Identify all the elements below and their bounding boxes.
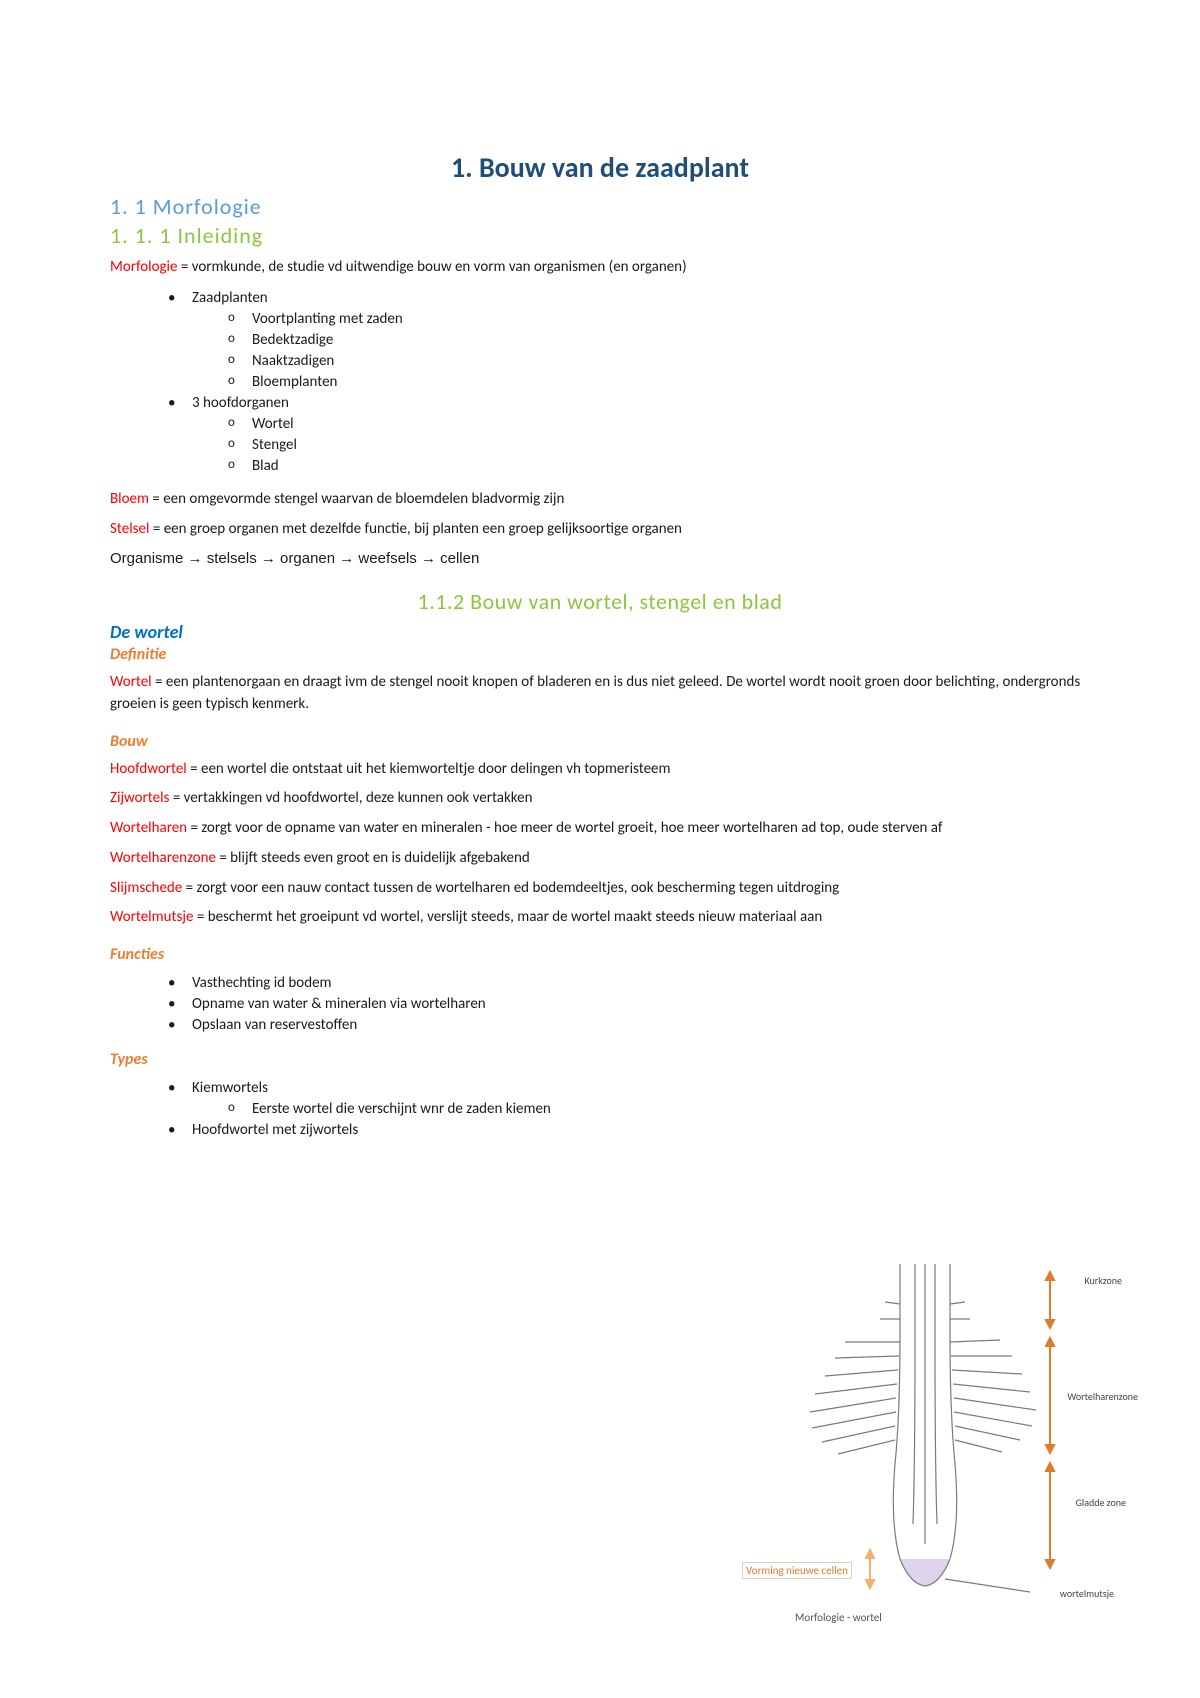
diagram-caption: Morfologie - wortel bbox=[795, 1611, 882, 1624]
label-wortelmutsje: wortelmutsje bbox=[1060, 1587, 1114, 1600]
heading-1-1-1: 1. 1. 1 Inleiding bbox=[110, 222, 1090, 249]
definition-text: = beschermt het groeipunt vd wortel, ver… bbox=[193, 908, 822, 926]
list-item-label: Kiemwortels bbox=[192, 1079, 268, 1097]
heading-1-1-2: 1.1.2 Bouw van wortel, stengel en blad bbox=[110, 588, 1090, 615]
label-gladdezone: Gladde zone bbox=[1076, 1496, 1126, 1509]
definition-text: = blijft steeds even groot en is duideli… bbox=[216, 849, 530, 867]
list-item: Naaktzadigen bbox=[226, 352, 1090, 370]
list-item: Wortel bbox=[226, 415, 1090, 433]
term: Zijwortels bbox=[110, 789, 169, 807]
definition-zijwortels: Zijwortels = vertakkingen vd hoofdwortel… bbox=[110, 788, 1090, 810]
label-vorming: Vorming nieuwe cellen bbox=[742, 1562, 852, 1579]
definition-text: = vormkunde, de studie vd uitwendige bou… bbox=[177, 258, 686, 276]
list-types: Kiemwortels Eerste wortel die verschijnt… bbox=[164, 1079, 1090, 1139]
definition-text: = een groep organen met dezelfde functie… bbox=[149, 520, 682, 538]
list-item: 3 hoofdorganen Wortel Stengel Blad bbox=[164, 394, 1090, 475]
term: Wortelharen bbox=[110, 819, 187, 837]
definition-text: = vertakkingen vd hoofdwortel, deze kunn… bbox=[169, 789, 532, 807]
list-item: Opname van water & mineralen via wortelh… bbox=[164, 995, 1090, 1013]
page-title: 1. Bouw van de zaadplant bbox=[110, 150, 1090, 185]
term-morfologie: Morfologie bbox=[110, 258, 177, 276]
list-item: Kiemwortels Eerste wortel die verschijnt… bbox=[164, 1079, 1090, 1118]
list-item: Bedektzadige bbox=[226, 331, 1090, 349]
list-functies: Vasthechting id bodem Opname van water &… bbox=[164, 974, 1090, 1034]
definition-morfologie: Morfologie = vormkunde, de studie vd uit… bbox=[110, 257, 1090, 279]
hierarchy-line: Organisme → stelsels → organen → weefsel… bbox=[110, 548, 1090, 570]
list-item: Eerste wortel die verschijnt wnr de zade… bbox=[226, 1100, 1090, 1118]
term: Wortelharenzone bbox=[110, 849, 216, 867]
list-item-label: Zaadplanten bbox=[192, 289, 268, 307]
definition-text: = een omgevormde stengel waarvan de bloe… bbox=[149, 490, 564, 508]
list-item: Vasthechting id bodem bbox=[164, 974, 1090, 992]
heading-de-wortel: De wortel bbox=[110, 621, 1090, 643]
heading-1-1: 1. 1 Morfologie bbox=[110, 193, 1090, 220]
term: Slijmschede bbox=[110, 879, 182, 897]
term: Wortelmutsje bbox=[110, 908, 193, 926]
definition-bloem: Bloem = een omgevormde stengel waarvan d… bbox=[110, 489, 1090, 511]
list-intro: Zaadplanten Voortplanting met zaden Bede… bbox=[164, 289, 1090, 475]
definition-text: = zorgt voor een nauw contact tussen de … bbox=[182, 879, 839, 897]
definition-text: = zorgt voor de opname van water en mine… bbox=[187, 819, 942, 837]
heading-functies: Functies bbox=[110, 945, 1090, 964]
root-diagram: Kurkzone Wortelharenzone Gladde zone wor… bbox=[750, 1264, 1120, 1624]
definition-text: = een plantenorgaan en draagt ivm de ste… bbox=[110, 673, 1080, 713]
definition-wortelharenzone: Wortelharenzone = blijft steeds even gro… bbox=[110, 848, 1090, 870]
list-item: Stengel bbox=[226, 436, 1090, 454]
list-item: Zaadplanten Voortplanting met zaden Bede… bbox=[164, 289, 1090, 391]
term-wortel: Wortel bbox=[110, 673, 152, 691]
heading-bouw: Bouw bbox=[110, 732, 1090, 751]
heading-definitie: Definitie bbox=[110, 645, 1090, 664]
heading-types: Types bbox=[110, 1050, 1090, 1069]
list-item: Blad bbox=[226, 457, 1090, 475]
list-item: Opslaan van reservestoffen bbox=[164, 1016, 1090, 1034]
definition-wortelharen: Wortelharen = zorgt voor de opname van w… bbox=[110, 818, 1090, 840]
definition-slijmschede: Slijmschede = zorgt voor een nauw contac… bbox=[110, 878, 1090, 900]
definition-wortelmutsje: Wortelmutsje = beschermt het groeipunt v… bbox=[110, 907, 1090, 929]
term: Hoofdwortel bbox=[110, 760, 187, 778]
list-item: Voortplanting met zaden bbox=[226, 310, 1090, 328]
definition-wortel: Wortel = een plantenorgaan en draagt ivm… bbox=[110, 672, 1090, 716]
label-kurkzone: Kurkzone bbox=[1084, 1274, 1122, 1287]
term-stelsel: Stelsel bbox=[110, 520, 149, 538]
term-bloem: Bloem bbox=[110, 490, 149, 508]
definition-text: = een wortel die ontstaat uit het kiemwo… bbox=[187, 760, 671, 778]
list-item: Bloemplanten bbox=[226, 373, 1090, 391]
definition-hoofdwortel: Hoofdwortel = een wortel die ontstaat ui… bbox=[110, 759, 1090, 781]
list-item-label: 3 hoofdorganen bbox=[192, 394, 289, 412]
label-wortelharenzone: Wortelharenzone bbox=[1067, 1390, 1138, 1403]
definition-stelsel: Stelsel = een groep organen met dezelfde… bbox=[110, 519, 1090, 541]
list-item: Hoofdwortel met zijwortels bbox=[164, 1121, 1090, 1139]
